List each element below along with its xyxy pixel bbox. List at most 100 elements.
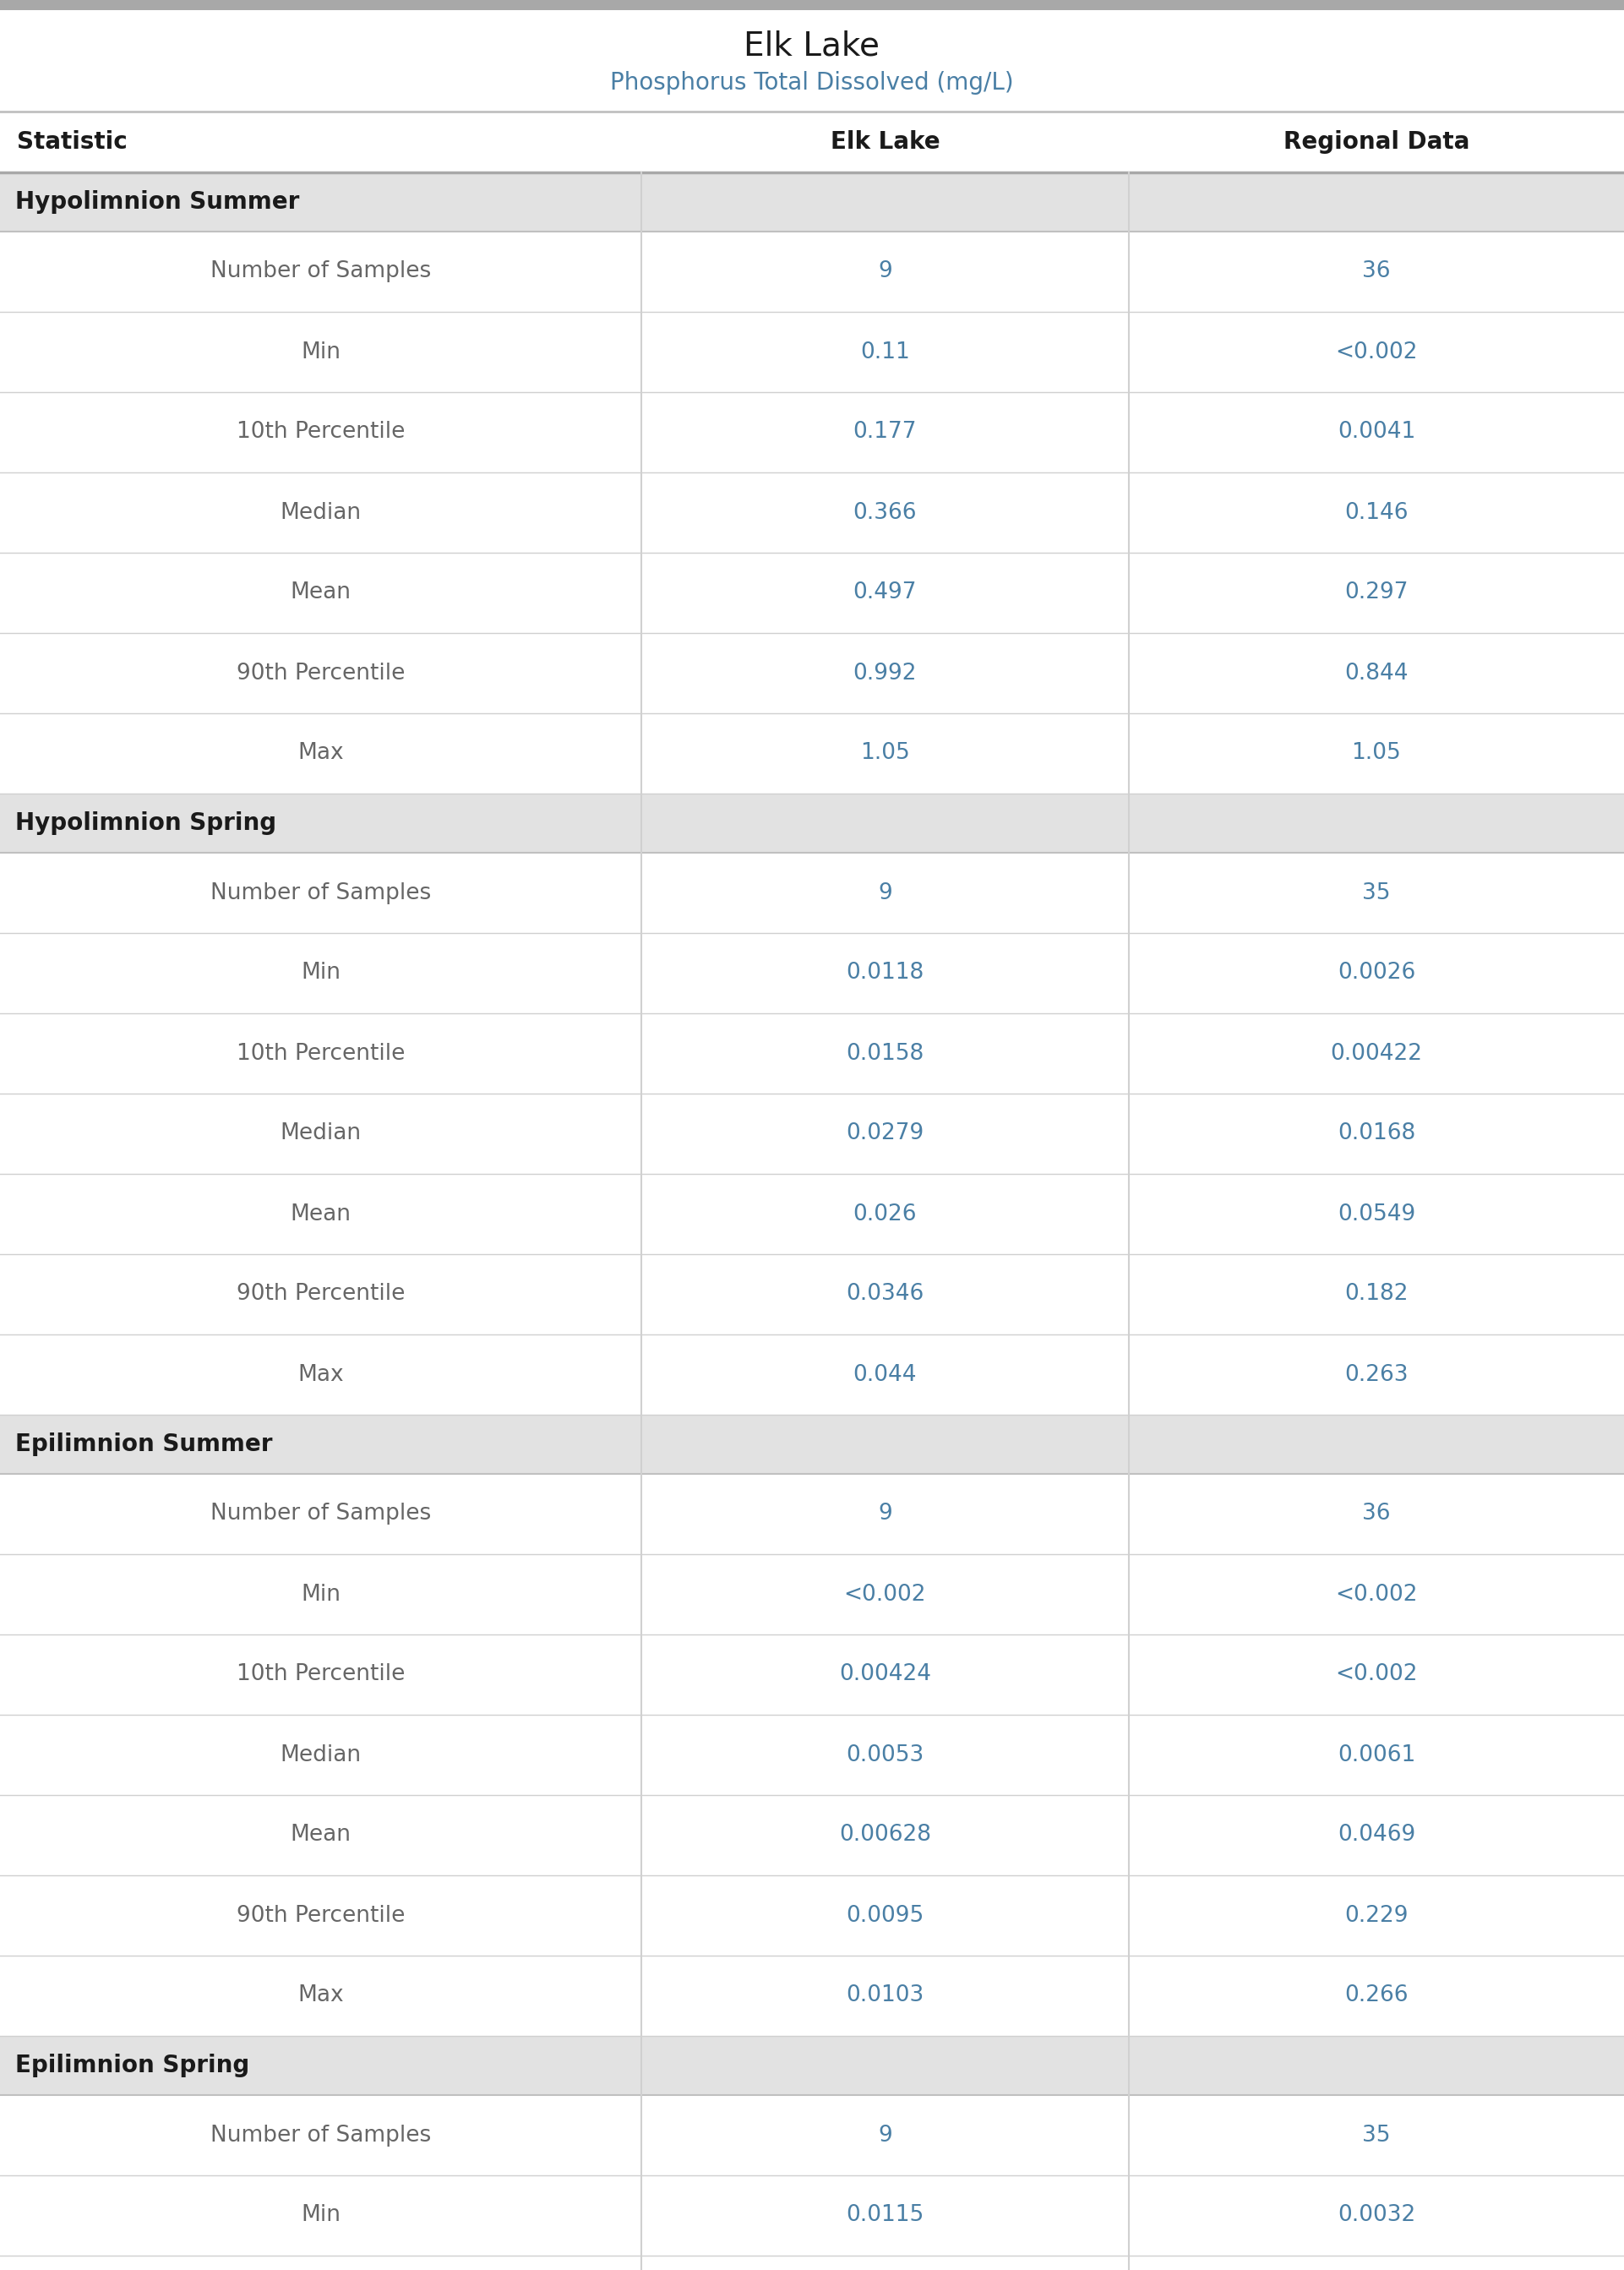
- Text: 0.177: 0.177: [853, 422, 918, 443]
- Text: 0.0053: 0.0053: [846, 1743, 924, 1766]
- Text: Median: Median: [279, 1124, 362, 1144]
- Text: Min: Min: [300, 2204, 341, 2227]
- Bar: [0, 2095, 1624, 2175]
- Text: 0.297: 0.297: [1345, 581, 1408, 604]
- Bar: [0, 1012, 1624, 1094]
- Text: 0.0168: 0.0168: [1338, 1124, 1415, 1144]
- Bar: [0, 472, 1624, 552]
- Bar: [0, 1555, 1624, 1634]
- Bar: [0, 1253, 1624, 1335]
- Text: 0.229: 0.229: [1345, 1905, 1408, 1927]
- Bar: [0, 1957, 1624, 2036]
- Text: <0.002: <0.002: [1335, 1664, 1418, 1687]
- Bar: [0, 933, 1624, 1012]
- Text: Median: Median: [279, 502, 362, 524]
- Text: 0.00628: 0.00628: [840, 1825, 931, 1846]
- Text: Max: Max: [297, 1984, 344, 2007]
- Text: 0.0032: 0.0032: [1338, 2204, 1415, 2227]
- Text: Phosphorus Total Dissolved (mg/L): Phosphorus Total Dissolved (mg/L): [611, 70, 1013, 95]
- Text: 0.0346: 0.0346: [846, 1283, 924, 1305]
- Bar: [0, 854, 1624, 933]
- Text: Number of Samples: Number of Samples: [211, 2125, 430, 2145]
- Text: 0.0279: 0.0279: [846, 1124, 924, 1144]
- Text: 0.0095: 0.0095: [846, 1905, 924, 1927]
- Text: Min: Min: [300, 1584, 341, 1605]
- Bar: [0, 1414, 1624, 1473]
- Text: Statistic: Statistic: [16, 129, 127, 154]
- Text: 0.992: 0.992: [853, 663, 918, 683]
- Text: 90th Percentile: 90th Percentile: [237, 1283, 404, 1305]
- Text: 0.0469: 0.0469: [1338, 1825, 1415, 1846]
- Text: Hypolimnion Spring: Hypolimnion Spring: [15, 810, 276, 835]
- Bar: [0, 232, 1624, 311]
- Bar: [0, 1796, 1624, 1875]
- Text: 9: 9: [879, 2125, 892, 2145]
- Text: <0.002: <0.002: [844, 1584, 926, 1605]
- Text: Number of Samples: Number of Samples: [211, 1503, 430, 1525]
- Text: Hypolimnion Summer: Hypolimnion Summer: [15, 191, 299, 213]
- Bar: [0, 1473, 1624, 1555]
- Text: 0.00422: 0.00422: [1330, 1042, 1423, 1065]
- Text: 0.026: 0.026: [853, 1203, 918, 1226]
- Text: Median: Median: [279, 1743, 362, 1766]
- Text: Max: Max: [297, 742, 344, 765]
- Text: Regional Data: Regional Data: [1283, 129, 1470, 154]
- Text: <0.002: <0.002: [1335, 340, 1418, 363]
- Text: 0.0061: 0.0061: [1338, 1743, 1415, 1766]
- Text: 0.146: 0.146: [1345, 502, 1408, 524]
- Text: 0.0103: 0.0103: [846, 1984, 924, 2007]
- Text: 0.0115: 0.0115: [846, 2204, 924, 2227]
- Text: 0.182: 0.182: [1345, 1283, 1408, 1305]
- Text: Elk Lake: Elk Lake: [744, 30, 880, 61]
- Text: Min: Min: [300, 962, 341, 985]
- Text: 36: 36: [1363, 1503, 1390, 1525]
- Text: 9: 9: [879, 881, 892, 903]
- Text: 0.0041: 0.0041: [1338, 422, 1415, 443]
- Text: Number of Samples: Number of Samples: [211, 261, 430, 284]
- Text: 90th Percentile: 90th Percentile: [237, 1905, 404, 1927]
- Text: 36: 36: [1363, 261, 1390, 284]
- Bar: [0, 2036, 1624, 2095]
- Text: 0.366: 0.366: [853, 502, 918, 524]
- Text: 35: 35: [1363, 2125, 1390, 2145]
- Text: 35: 35: [1363, 881, 1390, 903]
- Text: Epilimnion Spring: Epilimnion Spring: [15, 2054, 250, 2077]
- Text: 0.11: 0.11: [861, 340, 909, 363]
- Text: 0.0549: 0.0549: [1338, 1203, 1415, 1226]
- Text: 0.00424: 0.00424: [840, 1664, 931, 1687]
- Bar: [0, 713, 1624, 794]
- Text: 9: 9: [879, 1503, 892, 1525]
- Text: 0.0158: 0.0158: [846, 1042, 924, 1065]
- Bar: [0, 311, 1624, 393]
- Text: 0.044: 0.044: [853, 1364, 918, 1385]
- Text: 0.497: 0.497: [853, 581, 918, 604]
- Bar: [0, 393, 1624, 472]
- Bar: [0, 633, 1624, 713]
- Text: 90th Percentile: 90th Percentile: [237, 663, 404, 683]
- Bar: [0, 2256, 1624, 2270]
- Text: 1.05: 1.05: [1351, 742, 1402, 765]
- Text: 9: 9: [879, 261, 892, 284]
- Text: Epilimnion Summer: Epilimnion Summer: [15, 1432, 273, 1455]
- Text: Min: Min: [300, 340, 341, 363]
- Text: 0.0118: 0.0118: [846, 962, 924, 985]
- Text: 0.263: 0.263: [1345, 1364, 1408, 1385]
- Bar: [0, 2175, 1624, 2256]
- Bar: [0, 1875, 1624, 1957]
- Text: <0.002: <0.002: [1335, 1584, 1418, 1605]
- Text: 10th Percentile: 10th Percentile: [237, 1042, 404, 1065]
- Bar: [0, 1335, 1624, 1414]
- Text: 10th Percentile: 10th Percentile: [237, 1664, 404, 1687]
- Bar: [0, 1634, 1624, 1714]
- Text: 0.266: 0.266: [1345, 1984, 1408, 2007]
- Text: 1.05: 1.05: [861, 742, 909, 765]
- Text: Mean: Mean: [291, 581, 351, 604]
- Bar: [0, 0, 1624, 9]
- Bar: [0, 9, 1624, 111]
- Bar: [0, 794, 1624, 854]
- Bar: [0, 1094, 1624, 1174]
- Text: Elk Lake: Elk Lake: [830, 129, 940, 154]
- Bar: [0, 1174, 1624, 1253]
- Text: 0.844: 0.844: [1345, 663, 1408, 683]
- Bar: [0, 552, 1624, 633]
